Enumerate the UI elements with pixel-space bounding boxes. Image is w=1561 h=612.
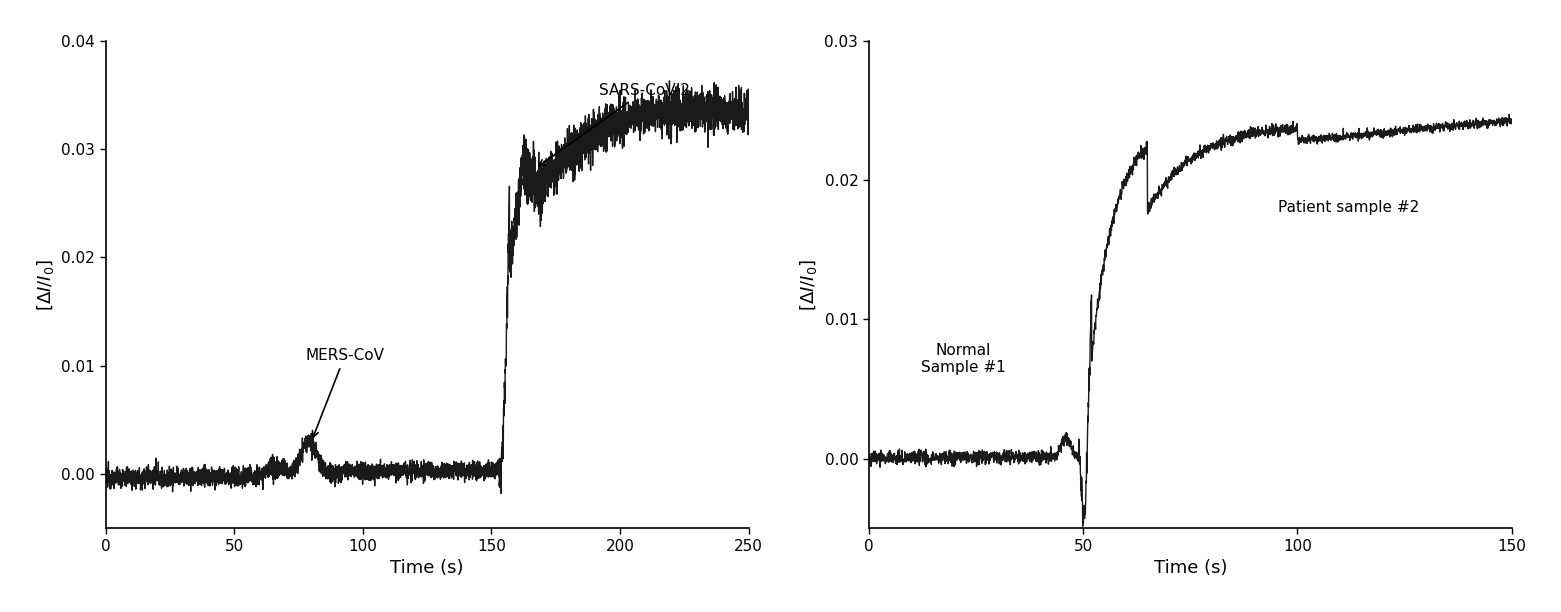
X-axis label: Time (s): Time (s) (1154, 559, 1227, 577)
Y-axis label: [$\Delta I$/$I_0$]: [$\Delta I$/$I_0$] (798, 258, 820, 310)
X-axis label: Time (s): Time (s) (390, 559, 464, 577)
Text: Patient sample #2: Patient sample #2 (1278, 200, 1419, 215)
Text: SARS-CoV-2: SARS-CoV-2 (539, 83, 690, 166)
Text: MERS-CoV: MERS-CoV (306, 348, 384, 438)
Y-axis label: [$\Delta I$/$I_0$]: [$\Delta I$/$I_0$] (34, 258, 56, 310)
Text: Normal
Sample #1: Normal Sample #1 (921, 343, 1005, 375)
